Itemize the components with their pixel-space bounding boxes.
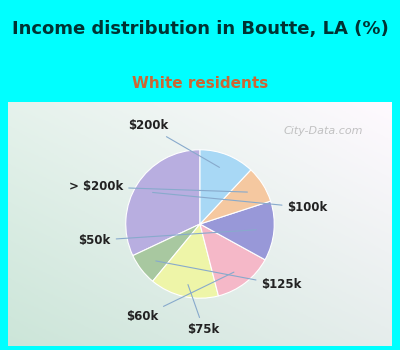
Wedge shape [200,224,265,296]
Wedge shape [133,224,200,281]
Text: City-Data.com: City-Data.com [283,126,363,136]
Wedge shape [200,201,274,260]
Text: $50k: $50k [78,230,256,247]
Text: Income distribution in Boutte, LA (%): Income distribution in Boutte, LA (%) [12,20,388,38]
Text: > $200k: > $200k [69,180,247,194]
Wedge shape [126,150,200,256]
Wedge shape [153,224,218,298]
Text: White residents: White residents [132,77,268,91]
Wedge shape [200,170,271,224]
Text: $100k: $100k [153,193,328,214]
Wedge shape [200,150,251,224]
Text: $75k: $75k [188,285,220,336]
Text: $60k: $60k [126,272,234,323]
Text: $200k: $200k [128,119,220,167]
Text: $125k: $125k [156,261,302,292]
